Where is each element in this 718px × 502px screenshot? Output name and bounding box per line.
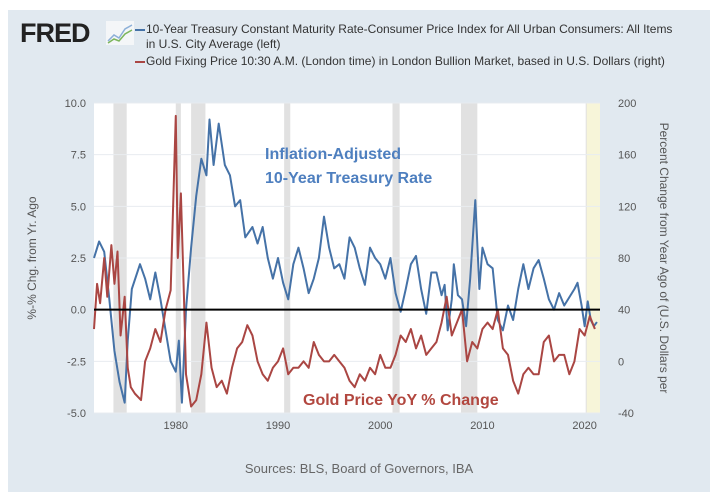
x-tick-label: 2010 [470, 420, 494, 432]
y-tick-label-right: -40 [618, 408, 634, 420]
legend-label: Gold Fixing Price 10:30 A.M. (London tim… [146, 54, 665, 68]
legend-swatch-red [135, 61, 145, 63]
series-line-right [93, 114, 596, 408]
fred-logo[interactable]: FRED [20, 18, 90, 48]
legend-item-gold[interactable]: Gold Fixing Price 10:30 A.M. (London tim… [135, 54, 676, 69]
x-tick-label: 1980 [164, 420, 188, 432]
legend-item-treasury[interactable]: 10-Year Treasury Constant Maturity Rate-… [135, 22, 676, 52]
y-tick-label-right: 120 [618, 201, 636, 213]
annotation-red: Gold Price YoY % Change [303, 392, 499, 409]
y-tick-label-left: -2.5 [67, 356, 86, 368]
x-tick-label: 1990 [266, 420, 290, 432]
legend-label: 10-Year Treasury Constant Maturity Rate-… [146, 22, 673, 51]
y-tick-label-left: 7.5 [71, 150, 86, 162]
x-tick-label: 2020 [572, 420, 596, 432]
y-tick-label-left: -5.0 [67, 408, 86, 420]
y-axis-label-right: Percent Change from Year Ago of (U.S. Do… [657, 123, 671, 394]
y-tick-label-right: 0 [618, 356, 624, 368]
y-tick-label-right: 40 [618, 305, 630, 317]
y-tick-label-left: 2.5 [71, 253, 86, 265]
y-axis-label-left: %-% Chg. from Yr. Ago [25, 196, 39, 319]
series-line-left [93, 118, 598, 404]
source-note: Sources: BLS, Board of Governors, IBA [244, 461, 474, 476]
y-tick-label-left: 0.0 [71, 305, 86, 317]
annotation-blue-2: 10-Year Treasury Rate [265, 170, 432, 187]
annotation-blue-1: Inflation-Adjusted [265, 146, 401, 163]
y-tick-label-right: 80 [618, 253, 630, 265]
y-tick-label-left: 10.0 [65, 98, 86, 110]
legend-swatch-blue [135, 29, 145, 31]
y-tick-label-left: 5.0 [71, 201, 86, 213]
line-chart-icon [106, 21, 134, 45]
y-tick-label-right: 160 [618, 150, 636, 162]
y-tick-label-right: 200 [618, 98, 636, 110]
x-tick-label: 2000 [368, 420, 392, 432]
